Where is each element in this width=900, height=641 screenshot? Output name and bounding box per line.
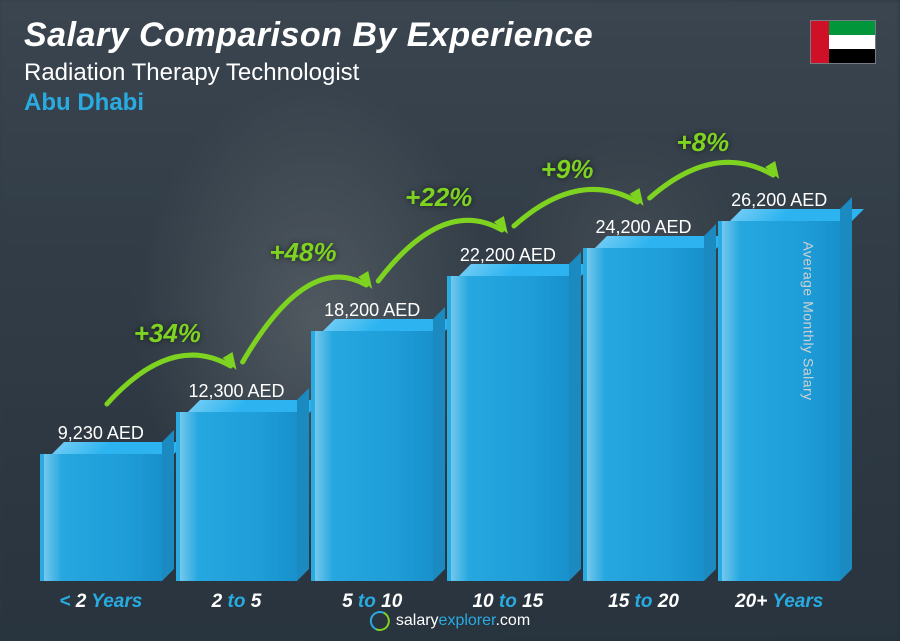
brand-highlight: explorer bbox=[439, 612, 496, 629]
bar-chart: 9,230 AED< 2 Years12,300 AED2 to 518,200… bbox=[40, 141, 840, 581]
bar-category-label: 20+ Years bbox=[735, 591, 823, 613]
bar-category-label: 2 to 5 bbox=[212, 591, 262, 613]
logo-icon bbox=[367, 608, 393, 634]
bar-category-label: < 2 Years bbox=[59, 591, 142, 613]
uae-flag-icon bbox=[810, 20, 876, 64]
y-axis-label: Average Monthly Salary bbox=[800, 241, 816, 400]
bar-side-face bbox=[840, 197, 852, 581]
bar-category-label: 10 to 15 bbox=[472, 591, 543, 613]
page-title: Salary Comparison By Experience bbox=[24, 16, 593, 55]
brand-post: .com bbox=[495, 612, 530, 629]
footer-brand: salaryexplorer.com bbox=[370, 611, 530, 631]
content-root: Salary Comparison By Experience Radiatio… bbox=[0, 0, 900, 641]
bar-category-label: 5 to 10 bbox=[342, 591, 402, 613]
brand-pre: salary bbox=[396, 612, 439, 629]
page-subtitle: Radiation Therapy Technologist bbox=[24, 59, 593, 87]
header: Salary Comparison By Experience Radiatio… bbox=[24, 16, 593, 117]
bar-category-label: 15 to 20 bbox=[608, 591, 679, 613]
increase-arrow-icon bbox=[40, 141, 840, 581]
page-location: Abu Dhabi bbox=[24, 89, 593, 117]
flag-hoist bbox=[811, 21, 829, 63]
increase-percent-label: +8% bbox=[676, 127, 729, 158]
footer-text: salaryexplorer.com bbox=[396, 612, 530, 630]
